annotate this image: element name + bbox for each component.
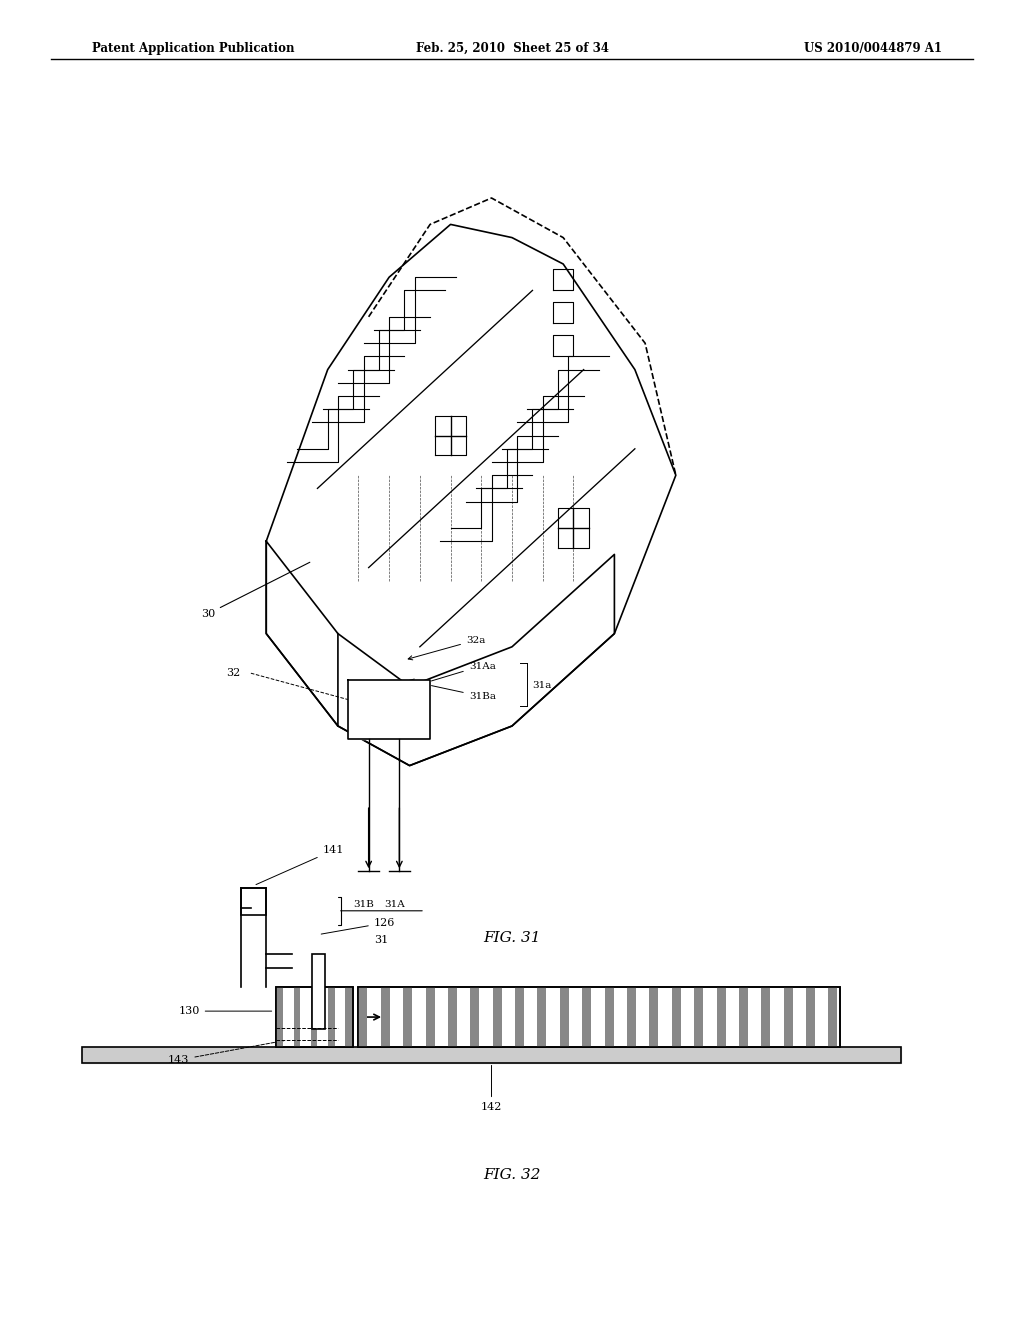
Bar <box>739 987 748 1047</box>
Bar <box>649 987 658 1047</box>
Text: 31B: 31B <box>353 900 374 909</box>
Text: 31: 31 <box>374 935 388 945</box>
Bar <box>276 987 353 1047</box>
Bar <box>583 987 591 1047</box>
Bar <box>717 987 726 1047</box>
Bar <box>447 987 457 1047</box>
Text: FIG. 31: FIG. 31 <box>483 931 541 945</box>
Bar <box>82 1047 901 1063</box>
Text: 30: 30 <box>201 562 310 619</box>
Bar <box>310 987 317 1047</box>
Bar <box>358 987 840 1047</box>
Bar <box>806 987 815 1047</box>
Text: 141: 141 <box>256 845 344 884</box>
Bar <box>328 987 335 1047</box>
Bar <box>627 987 636 1047</box>
Bar <box>828 987 838 1047</box>
Bar <box>294 987 300 1047</box>
Bar <box>403 987 412 1047</box>
Text: 130: 130 <box>178 1006 271 1016</box>
Bar <box>515 987 524 1047</box>
Text: 126: 126 <box>322 917 395 935</box>
Bar <box>312 954 325 1030</box>
Bar <box>604 987 613 1047</box>
Polygon shape <box>348 680 430 739</box>
Bar <box>358 987 368 1047</box>
Text: 31Aa: 31Aa <box>469 663 496 671</box>
Bar <box>672 987 681 1047</box>
Bar <box>345 987 351 1047</box>
Bar <box>560 987 568 1047</box>
Bar <box>276 987 353 1047</box>
Bar <box>783 987 793 1047</box>
Text: 32: 32 <box>226 668 241 678</box>
Bar <box>381 987 390 1047</box>
Text: 31a: 31a <box>532 681 552 689</box>
Bar <box>761 987 770 1047</box>
Text: 31A: 31A <box>384 900 404 909</box>
Bar <box>493 987 502 1047</box>
Bar <box>470 987 479 1047</box>
Text: FIG. 32: FIG. 32 <box>483 1168 541 1183</box>
Bar <box>241 888 266 915</box>
Text: Patent Application Publication: Patent Application Publication <box>92 42 295 55</box>
Bar <box>276 987 284 1047</box>
Bar <box>538 987 547 1047</box>
Text: Feb. 25, 2010  Sheet 25 of 34: Feb. 25, 2010 Sheet 25 of 34 <box>416 42 608 55</box>
Text: 31Ba: 31Ba <box>469 693 496 701</box>
Bar <box>358 987 840 1047</box>
Text: 142: 142 <box>481 1065 502 1113</box>
Bar <box>426 987 434 1047</box>
Text: 32a: 32a <box>409 636 485 660</box>
Bar <box>694 987 703 1047</box>
Text: US 2010/0044879 A1: US 2010/0044879 A1 <box>804 42 942 55</box>
Text: 143: 143 <box>168 1040 284 1065</box>
